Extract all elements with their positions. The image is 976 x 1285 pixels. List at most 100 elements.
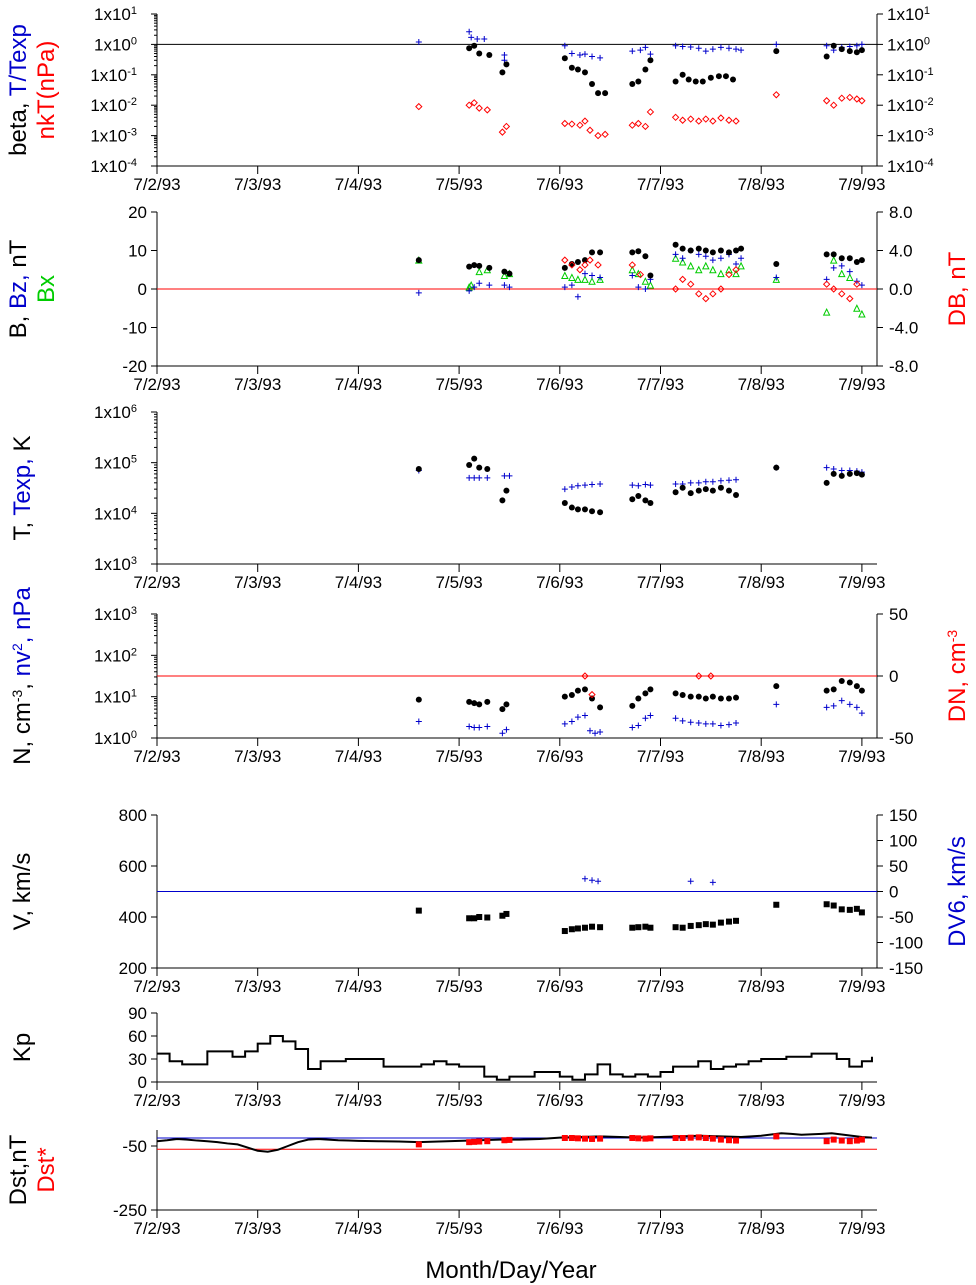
- data-point: [502, 122, 511, 131]
- data-point: [853, 95, 861, 103]
- y-tick-label: 0: [138, 1073, 147, 1092]
- data-point: [471, 455, 478, 462]
- x-tick-label: 7/8/93: [738, 1091, 785, 1110]
- x-tick-label: 7/3/93: [234, 375, 281, 394]
- data-point: [589, 80, 596, 87]
- y-tick-label: 1x10-3: [90, 127, 137, 146]
- data-point: [503, 701, 510, 708]
- panel-magnetic_field: 7/2/93 7/3/93 7/4/93 7/5/93 7/6/93 7/7/93 7/8/…: [5, 203, 971, 394]
- data-point: [629, 924, 636, 931]
- data-point: [635, 78, 642, 85]
- data-point: [823, 42, 830, 49]
- data-point: [822, 97, 831, 105]
- data-point: [733, 476, 740, 483]
- data-point: [574, 66, 581, 73]
- data-point: [629, 249, 636, 256]
- data-point: [589, 923, 596, 930]
- y-tick-label: 1x103: [94, 605, 137, 624]
- data-point: [466, 28, 473, 35]
- data-point: [602, 90, 609, 97]
- data-point: [830, 251, 837, 258]
- y-tick-label: 1x103: [94, 555, 137, 574]
- data-point: [725, 1137, 732, 1144]
- data-point: [589, 877, 596, 884]
- data-point: [695, 245, 702, 252]
- data-point: [581, 117, 589, 125]
- y-right-tick-label: -4.0: [889, 319, 918, 338]
- data-point: [725, 249, 732, 256]
- data-point: [687, 922, 694, 929]
- x-tick-label: 7/6/93: [536, 1091, 583, 1110]
- data-point: [730, 76, 736, 83]
- data-point: [672, 924, 679, 931]
- data-point: [846, 268, 853, 275]
- data-point: [678, 275, 687, 284]
- data-point: [642, 923, 649, 930]
- y-tick-label: 1x10-1: [90, 66, 137, 85]
- data-point: [725, 45, 732, 52]
- data-point: [589, 1135, 596, 1142]
- data-point: [853, 259, 860, 266]
- data-point: [476, 280, 483, 287]
- data-point: [773, 683, 780, 690]
- data-point: [503, 487, 510, 494]
- data-point: [642, 66, 649, 73]
- data-point: [692, 78, 699, 85]
- data-point: [588, 277, 596, 285]
- y-axis-title-2: Bx: [33, 275, 60, 303]
- data-point: [702, 921, 709, 928]
- y-axis-title-right: DN, cm-3: [944, 630, 971, 723]
- data-point: [702, 48, 709, 55]
- data-point: [592, 730, 599, 737]
- x-tick-label: 7/6/93: [536, 175, 583, 194]
- data-point: [858, 257, 865, 264]
- data-point: [695, 117, 703, 125]
- x-tick-label: 7/7/93: [637, 977, 684, 996]
- x-tick-label: 7/9/93: [838, 747, 885, 766]
- data-point: [671, 285, 680, 293]
- data-point: [709, 693, 716, 700]
- data-point: [686, 280, 695, 288]
- x-tick-label: 7/3/93: [234, 175, 281, 194]
- data-point: [846, 93, 854, 102]
- x-tick-label: 7/5/93: [435, 977, 482, 996]
- data-point: [499, 730, 506, 737]
- data-point: [634, 119, 643, 128]
- data-point: [733, 247, 740, 254]
- x-tick-label: 7/7/93: [637, 573, 684, 592]
- data-point: [581, 924, 588, 931]
- y-right-tick-label: 100: [889, 832, 917, 851]
- x-tick-label: 7/2/93: [133, 573, 180, 592]
- data-point: [568, 718, 575, 725]
- x-tick-label: 7/3/93: [234, 573, 281, 592]
- data-point: [574, 506, 581, 513]
- data-point: [717, 269, 725, 278]
- x-tick-label: 7/9/93: [838, 977, 885, 996]
- data-point: [574, 1135, 581, 1142]
- data-point: [481, 36, 488, 43]
- data-point: [500, 271, 509, 280]
- data-point: [586, 256, 594, 264]
- y-right-tick-label: 0.0: [889, 280, 913, 299]
- data-point: [838, 94, 846, 102]
- data-point: [642, 253, 649, 260]
- data-point: [483, 106, 492, 114]
- data-point: [468, 34, 475, 41]
- data-point: [581, 69, 588, 76]
- data-point: [642, 286, 649, 292]
- data-point: [679, 717, 686, 724]
- data-point: [588, 690, 596, 699]
- data-point: [561, 256, 569, 264]
- data-point: [846, 906, 853, 913]
- data-point: [561, 486, 568, 493]
- data-point: [647, 51, 654, 58]
- data-point: [823, 704, 830, 711]
- data-point: [679, 245, 686, 252]
- data-point: [725, 477, 732, 484]
- data-point: [581, 270, 588, 277]
- data-point: [589, 481, 596, 488]
- data-point: [635, 284, 642, 291]
- data-point: [846, 273, 854, 281]
- data-point: [561, 42, 568, 49]
